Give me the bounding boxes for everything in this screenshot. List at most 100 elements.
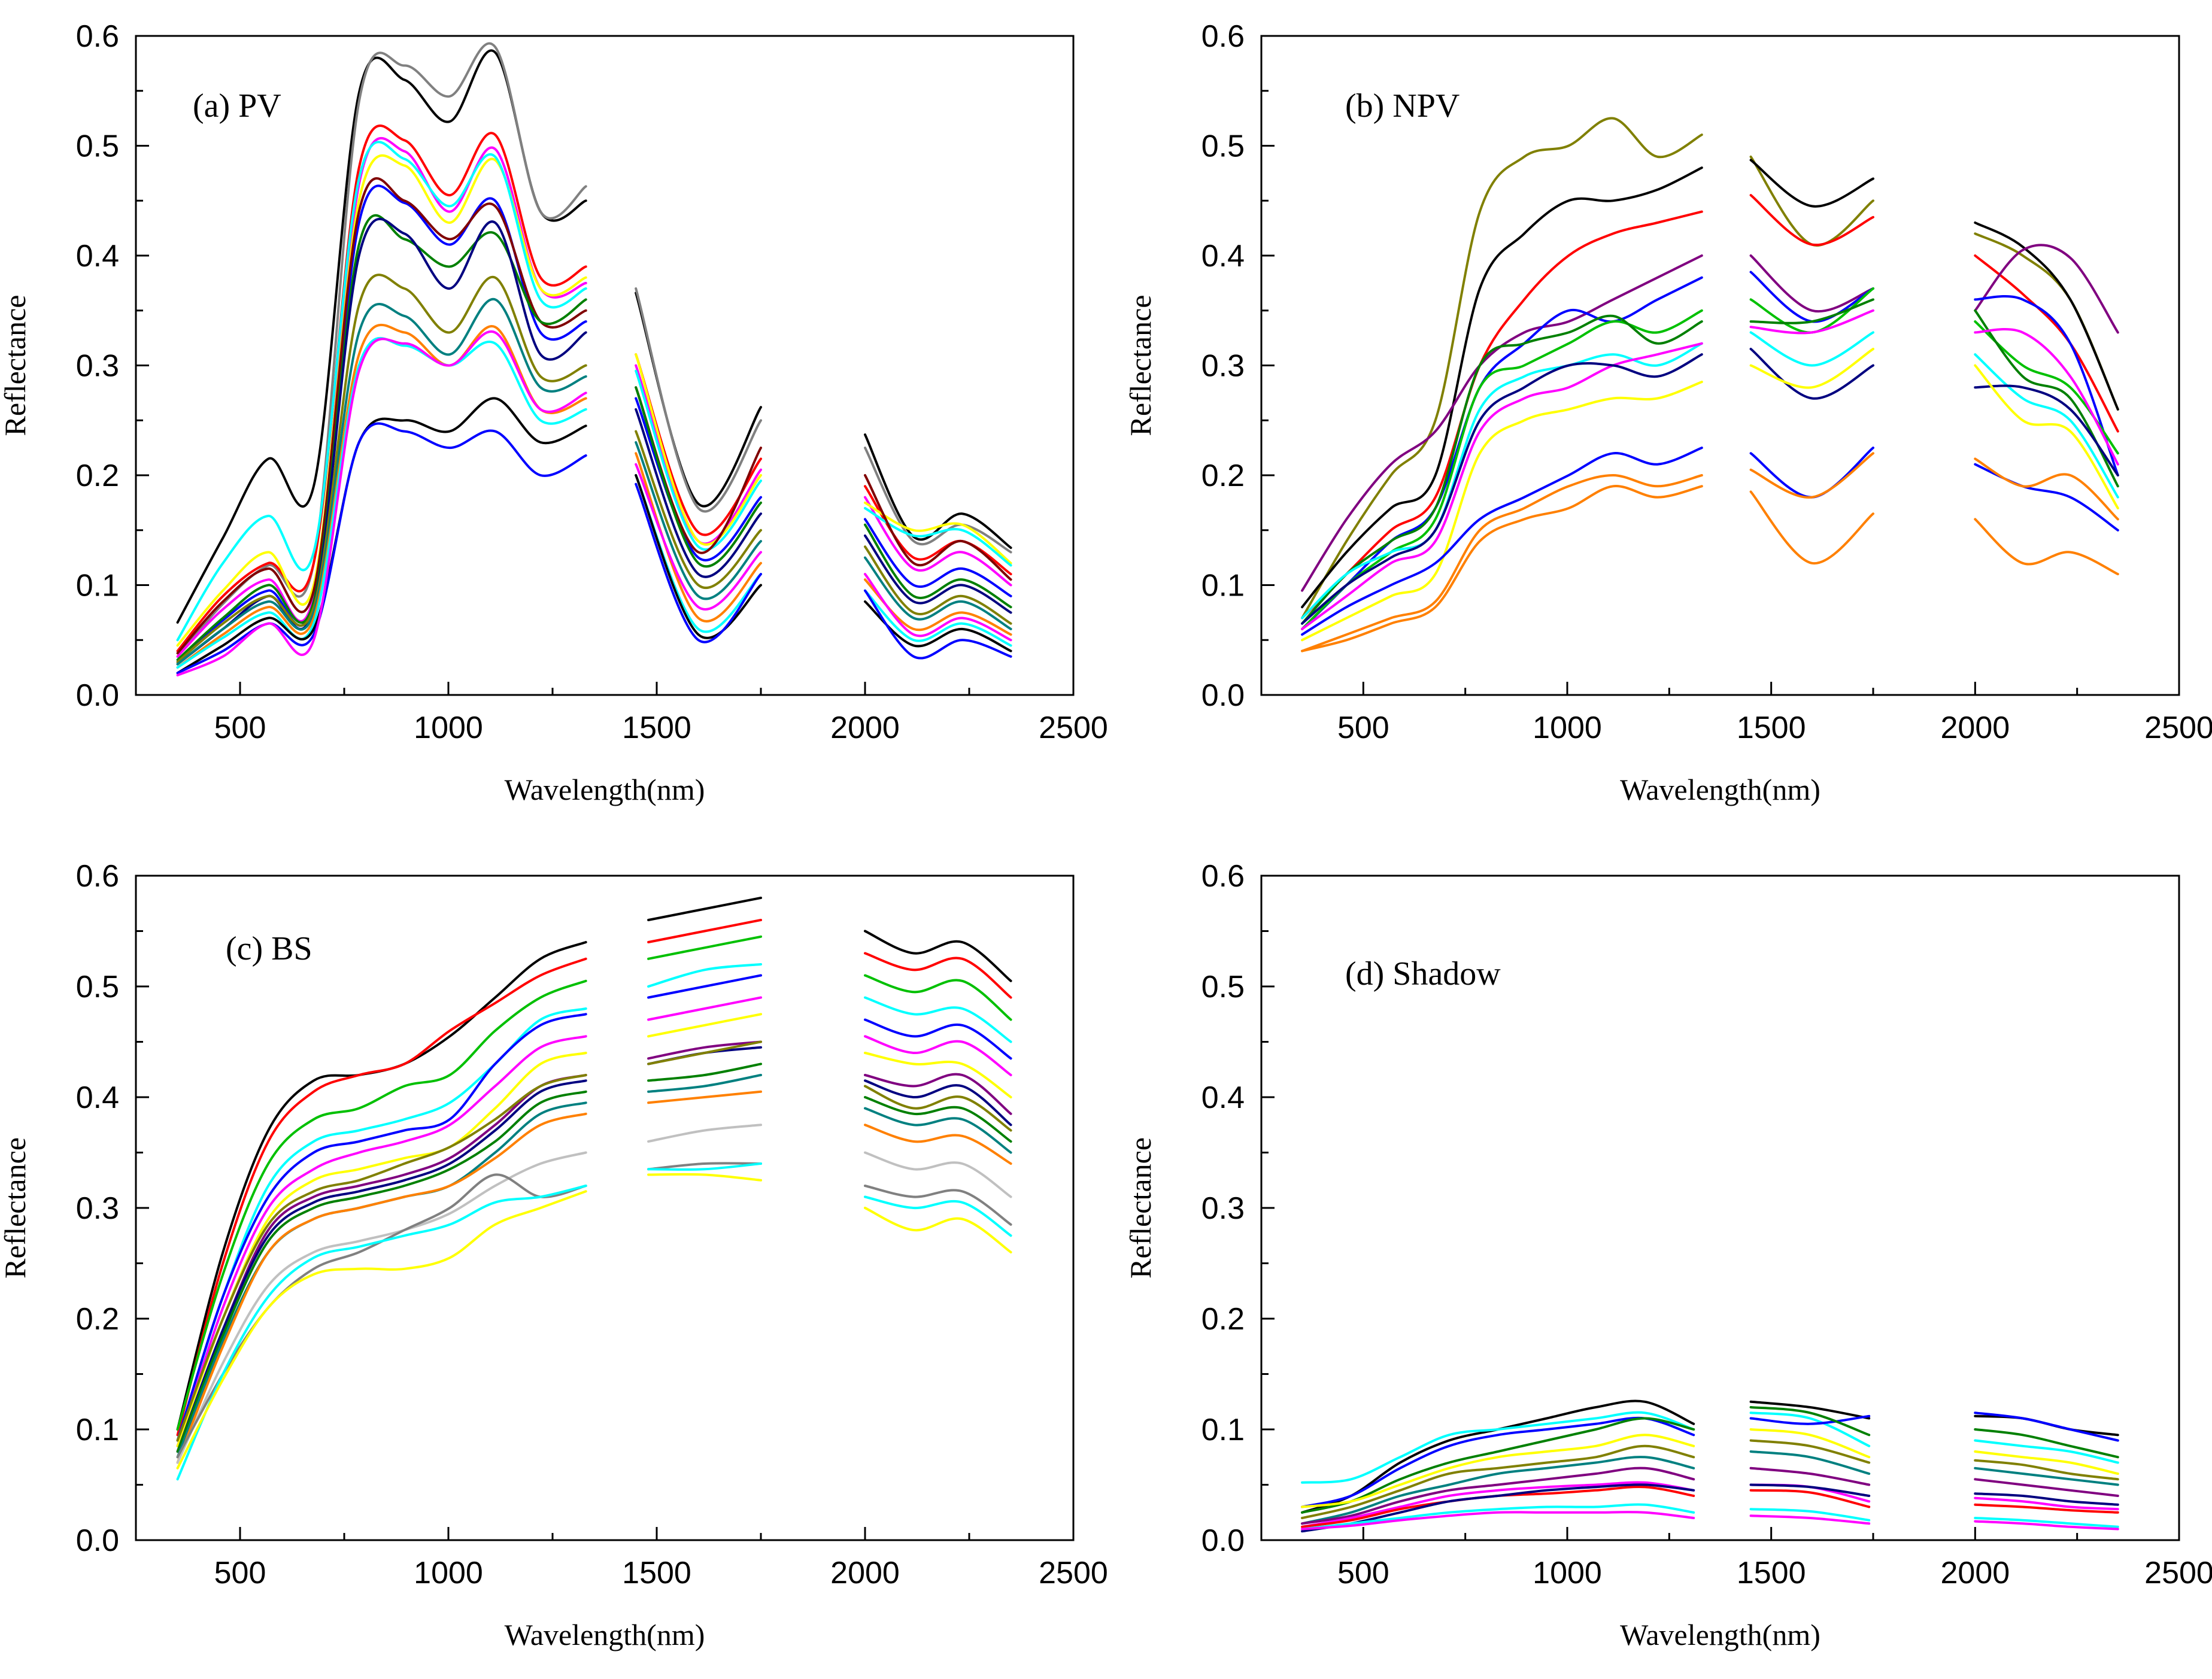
series-line-bs-5 (647, 974, 762, 999)
series-line-npv-12 (1301, 447, 1703, 636)
series-line-sh-6 (1974, 1459, 2119, 1481)
series-line-bs-6 (864, 1035, 1012, 1076)
y-tick-label: 0.4 (76, 239, 119, 274)
series-line-bs-10 (176, 1074, 587, 1442)
x-tick-label: 500 (1337, 1556, 1389, 1590)
x-tick-label: 500 (214, 711, 266, 745)
series-line-bs-10 (647, 1040, 762, 1065)
series-line-sh-10 (1749, 1489, 1871, 1508)
x-tick-label: 2000 (830, 1556, 900, 1590)
series-line-bs-13 (864, 1124, 1012, 1165)
series-line-npv-2 (1974, 221, 2119, 411)
series-line-bs-14 (647, 1124, 762, 1143)
panel-d: 500 1000 1500 2000 2500 0.0 0.1 0.2 0.3 0.4 0.5 0.6… (1124, 859, 2212, 1651)
series-line-sh-4 (1301, 1417, 1695, 1514)
series-line-npv-9 (1749, 309, 1874, 335)
series-line-pv-5 (635, 353, 762, 546)
series-line-pv-14 (864, 589, 1012, 647)
series-line-bs-4 (176, 1007, 587, 1442)
x-tick-label: 2000 (830, 711, 900, 745)
series-line-sh-8 (1974, 1478, 2119, 1497)
series-line-pv-1 (176, 49, 587, 624)
series-line-pv-4 (864, 496, 1012, 587)
series-line-pv-16 (635, 482, 762, 643)
series-line-bs-10 (864, 1085, 1012, 1132)
series-line-sh-12 (1749, 1508, 1871, 1522)
x-tick-label: 1500 (622, 1556, 691, 1590)
series-line-npv-5 (1749, 271, 1874, 323)
series-line-sh-9 (1974, 1496, 2119, 1511)
series-line-pv-9 (635, 386, 762, 568)
series-line-bs-11 (647, 1062, 762, 1082)
series-line-sh-12 (1301, 1503, 1695, 1531)
panel-a: 500 1000 1500 2000 2500 0.0 0.1 0.2 0.3 0.4 0.5 0.6… (0, 19, 1108, 806)
x-axis-title: Wavelength(nm) (505, 1618, 705, 1651)
series-line-sh-4 (1749, 1406, 1871, 1437)
series-line-bs-1 (647, 897, 762, 921)
series-line-npv-4 (1974, 244, 2119, 334)
series-line-bs-11 (864, 1096, 1012, 1143)
series-line-npv-2 (1301, 166, 1703, 609)
series-line-npv-13 (1301, 474, 1703, 652)
x-tick-label: 1500 (1737, 1556, 1806, 1590)
y-axis-title: Reflectance (1124, 295, 1157, 436)
series-line-npv-3 (1749, 194, 1874, 247)
y-tick-label: 0.0 (76, 678, 119, 713)
x-tick-label: 1000 (414, 1556, 483, 1590)
series-line-pv-6 (176, 141, 587, 642)
y-tick-label: 0.2 (1201, 459, 1245, 493)
series-line-npv-11 (1301, 381, 1703, 642)
series-line-bs-3 (864, 974, 1012, 1021)
series-line-bs-6 (647, 996, 762, 1021)
series-line-npv-12 (1749, 447, 1874, 499)
series-line-npv-2 (1749, 159, 1874, 208)
series-line-sh-2 (1301, 1411, 1695, 1484)
y-tick-label: 0.5 (76, 129, 119, 164)
series-line-sh-8 (1301, 1467, 1695, 1525)
series-line-npv-7 (1301, 314, 1703, 625)
y-tick-label: 0.1 (76, 1413, 119, 1447)
series-line-pv-7 (635, 397, 762, 561)
series-line-pv-17 (864, 573, 1012, 642)
y-tick-label: 0.6 (76, 859, 119, 894)
y-tick-label: 0.6 (76, 19, 119, 54)
series-line-sh-3 (1301, 1416, 1695, 1508)
x-tick-label: 1500 (1737, 711, 1806, 745)
plot-frame (1260, 35, 2180, 696)
x-tick-label: 1000 (414, 711, 483, 745)
panel-title: (d) Shadow (1345, 955, 1501, 992)
series-line-npv-4 (1749, 254, 1874, 313)
x-tick-label: 1000 (1533, 711, 1602, 745)
series-line-npv-14 (1974, 518, 2119, 576)
series-line-sh-3 (1749, 1414, 1871, 1425)
series-line-bs-4 (647, 963, 762, 988)
series-line-pv-10 (864, 534, 1012, 614)
x-tick-label: 1000 (1533, 1556, 1602, 1590)
y-axis-title: Reflectance (0, 295, 32, 436)
series-line-pv-1 (635, 292, 762, 508)
y-tick-label: 0.2 (76, 459, 119, 493)
series-line-sh-1 (1749, 1400, 1871, 1420)
series-line-npv-1 (1974, 232, 2119, 411)
series-line-bs-7 (647, 1013, 762, 1038)
y-tick-label: 0.0 (1201, 678, 1245, 713)
y-tick-label: 0.2 (76, 1302, 119, 1337)
series-line-sh-11 (1749, 1483, 1871, 1497)
series-line-bs-15 (176, 1173, 587, 1459)
y-tick-label: 0.6 (1201, 859, 1245, 894)
x-tick-label: 500 (214, 1556, 266, 1590)
series-line-sh-3 (1974, 1411, 2119, 1442)
y-tick-label: 0.3 (76, 349, 119, 384)
series-group (1301, 1399, 2119, 1533)
series-line-bs-16 (647, 1162, 762, 1171)
series-line-bs-8 (176, 1074, 587, 1453)
series-line-bs-9 (864, 1079, 1012, 1127)
series-line-sh-12 (1974, 1517, 2119, 1528)
series-line-bs-8 (647, 1040, 762, 1060)
series-line-sh-5 (1974, 1450, 2119, 1475)
x-tick-label: 2500 (2144, 711, 2212, 745)
series-line-npv-11 (1749, 348, 1874, 389)
series-line-pv-17 (635, 463, 762, 611)
series-line-sh-6 (1749, 1439, 1871, 1464)
panel-title: (b) NPV (1345, 87, 1460, 125)
